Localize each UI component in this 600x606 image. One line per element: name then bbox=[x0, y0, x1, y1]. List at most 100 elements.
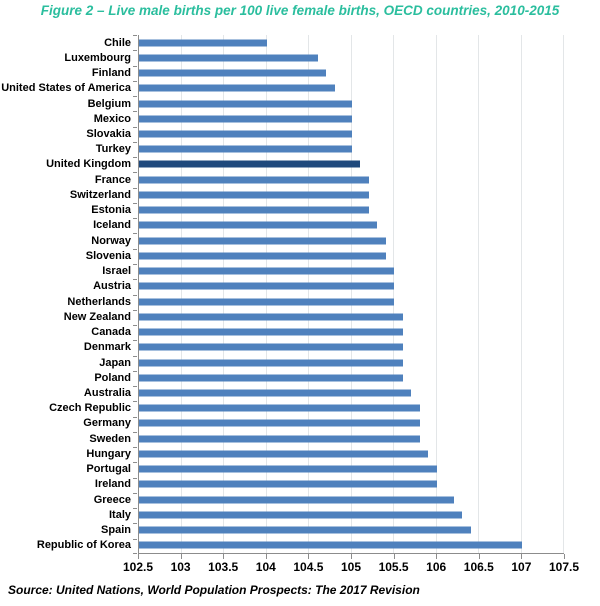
gridline bbox=[265, 35, 267, 553]
category-tick bbox=[133, 50, 137, 52]
value-tick bbox=[138, 554, 139, 559]
bar bbox=[139, 267, 394, 275]
bar-row bbox=[139, 507, 564, 522]
category-label: Finland bbox=[91, 67, 131, 80]
category-tick bbox=[133, 523, 137, 525]
bar bbox=[139, 541, 522, 549]
category-tick bbox=[133, 309, 137, 311]
category-tick bbox=[133, 386, 137, 388]
bar-row bbox=[139, 248, 564, 263]
category-tick bbox=[133, 96, 137, 98]
category-tick bbox=[133, 340, 137, 342]
bar bbox=[139, 374, 403, 382]
category-label: Denmark bbox=[83, 341, 131, 354]
bar-row bbox=[139, 218, 564, 233]
category-label: Hungary bbox=[86, 447, 131, 460]
bar bbox=[139, 252, 386, 260]
category-tick bbox=[133, 65, 137, 67]
category-tick bbox=[133, 126, 137, 128]
category-label: United Kingdom bbox=[46, 158, 131, 171]
value-tick bbox=[265, 554, 267, 559]
category-label: Italy bbox=[108, 508, 131, 521]
bar-row bbox=[139, 523, 564, 538]
value-tick bbox=[478, 554, 480, 559]
bar-row bbox=[139, 187, 564, 202]
bar bbox=[139, 313, 403, 321]
category-tick bbox=[133, 294, 137, 296]
bar-row bbox=[139, 401, 564, 416]
category-tick bbox=[133, 279, 137, 281]
x-tick-label: 105.5 bbox=[378, 560, 409, 574]
value-tick bbox=[223, 554, 225, 559]
category-label: Austria bbox=[93, 280, 131, 293]
value-tick bbox=[393, 554, 395, 559]
bar bbox=[139, 298, 394, 306]
x-tick-label: 102.5 bbox=[122, 560, 154, 574]
category-tick bbox=[133, 401, 137, 403]
value-tick bbox=[564, 554, 565, 559]
bar-row bbox=[139, 477, 564, 492]
category-label: Greece bbox=[93, 493, 131, 506]
bar-row bbox=[139, 385, 564, 400]
bar-row bbox=[139, 96, 564, 111]
category-label: Belgium bbox=[87, 97, 131, 110]
category-label: Poland bbox=[94, 371, 131, 384]
category-label: Chile bbox=[104, 36, 131, 49]
category-label: Switzerland bbox=[69, 188, 131, 201]
category-label: Australia bbox=[83, 387, 131, 399]
bar bbox=[139, 84, 335, 92]
value-tick bbox=[521, 554, 523, 559]
bar-row bbox=[139, 538, 564, 553]
bar-row bbox=[139, 50, 564, 65]
figure-title: Figure 2 – Live male births per 100 live… bbox=[40, 3, 560, 18]
category-label: Iceland bbox=[93, 219, 131, 232]
value-tick bbox=[436, 554, 438, 559]
value-axis-ticks bbox=[138, 554, 565, 559]
x-tick-label: 103 bbox=[170, 560, 191, 574]
bar-row bbox=[139, 233, 564, 248]
bar bbox=[139, 343, 403, 351]
category-tick bbox=[133, 431, 137, 433]
category-label: France bbox=[94, 173, 131, 186]
category-label: Canada bbox=[91, 326, 131, 339]
category-tick bbox=[133, 553, 137, 554]
bar bbox=[139, 54, 318, 62]
category-label: Sweden bbox=[89, 432, 131, 445]
bar bbox=[139, 39, 267, 47]
category-tick bbox=[133, 538, 137, 540]
bar-row bbox=[139, 35, 564, 50]
gridline bbox=[180, 35, 182, 553]
category-tick bbox=[133, 508, 137, 510]
bar-row bbox=[139, 431, 564, 446]
gridline bbox=[435, 35, 437, 553]
category-label: Republic of Korea bbox=[36, 539, 131, 552]
bar bbox=[139, 511, 462, 519]
category-axis-labels: Chile Luxembourg Finland United States of A… bbox=[0, 35, 131, 553]
bar bbox=[139, 282, 394, 290]
category-axis-ticks bbox=[133, 35, 138, 554]
source-note: Source: United Nations, World Population… bbox=[8, 583, 420, 597]
category-tick bbox=[133, 477, 137, 479]
bar bbox=[139, 206, 369, 214]
category-label: Czech Republic bbox=[49, 402, 131, 415]
category-tick bbox=[133, 492, 137, 494]
bar-row bbox=[139, 462, 564, 477]
x-tick-label: 106.5 bbox=[463, 560, 494, 574]
category-label: United States of America bbox=[1, 82, 131, 95]
category-label: Norway bbox=[91, 234, 131, 247]
bar-row bbox=[139, 370, 564, 385]
bar-row bbox=[139, 492, 564, 507]
category-label: Turkey bbox=[95, 143, 131, 156]
category-tick bbox=[133, 35, 137, 36]
category-tick bbox=[133, 462, 137, 464]
bar bbox=[139, 465, 437, 473]
category-label: Israel bbox=[102, 265, 131, 278]
gridline bbox=[520, 35, 522, 553]
category-tick bbox=[133, 157, 137, 159]
bar bbox=[139, 69, 326, 77]
bar-row bbox=[139, 446, 564, 461]
category-tick bbox=[133, 248, 137, 250]
bar-row bbox=[139, 111, 564, 126]
x-tick-label: 105 bbox=[340, 560, 362, 574]
gridline bbox=[478, 35, 479, 553]
